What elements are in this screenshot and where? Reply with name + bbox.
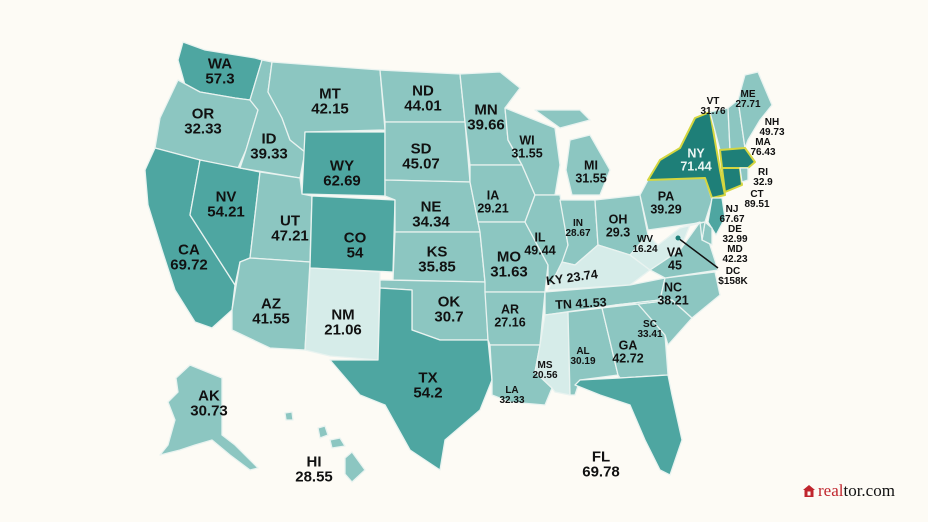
label-or: OR 32.33 <box>184 105 222 138</box>
label-ut: UT 47.21 <box>271 212 309 245</box>
state-ri[interactable] <box>739 167 749 183</box>
label-il: IL 49.44 <box>524 230 556 257</box>
label-ga: GA 42.72 <box>612 338 644 365</box>
state-hi[interactable] <box>284 411 366 483</box>
label-nh: NH 49.73 <box>759 116 785 138</box>
label-dc: DC $158K <box>718 265 748 287</box>
label-ak: AK 30.73 <box>190 387 228 420</box>
state-md[interactable] <box>679 221 706 241</box>
label-ms: MS 20.56 <box>532 359 558 381</box>
state-nm[interactable] <box>304 267 381 361</box>
state-fl[interactable] <box>574 374 683 476</box>
label-mi: MI 31.55 <box>575 158 607 185</box>
state-ct[interactable] <box>721 167 743 193</box>
dc-leader-line <box>677 237 719 269</box>
label-nc: NC 38.21 <box>657 280 689 307</box>
label-sd: SD 45.07 <box>402 140 440 173</box>
state-nc[interactable] <box>614 271 721 319</box>
label-va: VA 45 <box>666 245 684 272</box>
dc-marker[interactable] <box>675 235 681 241</box>
label-ct: CT 89.51 <box>744 188 770 210</box>
label-ok: OK 30.7 <box>434 293 464 326</box>
label-al: AL 30.19 <box>570 345 596 367</box>
state-me[interactable] <box>737 71 773 149</box>
label-wa: WA 57.3 <box>205 55 235 88</box>
label-sc: SC 33.41 <box>637 318 663 340</box>
label-nj: NJ 67.67 <box>719 203 745 225</box>
state-nj[interactable] <box>707 197 726 236</box>
label-co: CO 54 <box>343 229 367 262</box>
label-ia: IA 29.21 <box>477 188 509 215</box>
label-fl: FL 69.78 <box>582 448 620 481</box>
label-ne: NE 34.34 <box>412 198 450 231</box>
label-wi: WI 31.55 <box>511 133 543 160</box>
label-mn: MN 39.66 <box>467 101 505 134</box>
label-ks: KS 35.85 <box>418 243 456 276</box>
label-md: MD 42.23 <box>722 243 748 265</box>
label-tx: TX 54.2 <box>413 369 443 402</box>
label-nv: NV 54.21 <box>207 188 245 221</box>
state-ny[interactable] <box>647 111 726 199</box>
label-oh: OH 29.3 <box>605 212 631 239</box>
label-ri: RI 32.9 <box>753 166 773 188</box>
house-icon <box>803 485 815 497</box>
label-mt: MT 42.15 <box>311 85 349 118</box>
label-ar: AR 27.16 <box>494 302 526 329</box>
label-hi: HI 28.55 <box>295 453 333 486</box>
label-in: IN 28.67 <box>565 217 591 239</box>
label-la: LA 32.33 <box>499 384 525 406</box>
label-az: AZ 41.55 <box>252 295 290 328</box>
logo-text-rest: tor.com <box>843 481 895 500</box>
state-ak[interactable] <box>159 364 259 471</box>
state-ma[interactable] <box>719 147 756 169</box>
label-ma: MA 76.43 <box>750 136 776 158</box>
label-id: ID 39.33 <box>250 130 288 163</box>
label-mo: MO 31.63 <box>490 248 528 281</box>
state-mi[interactable] <box>534 109 611 196</box>
label-pa: PA 39.29 <box>650 189 682 216</box>
label-tn: TN 41.53 <box>554 295 608 312</box>
label-ny: NY 71.44 <box>680 146 712 173</box>
label-wy: WY 62.69 <box>323 157 361 190</box>
state-ky[interactable] <box>547 244 651 291</box>
realtor-logo: realtor.com <box>803 481 895 501</box>
label-nd: ND 44.01 <box>404 82 442 115</box>
label-de: DE 32.99 <box>722 223 748 245</box>
label-nm: NM 21.06 <box>324 306 362 339</box>
label-vt: VT 31.76 <box>700 95 726 117</box>
label-wv: WV 16.24 <box>632 233 658 255</box>
state-tx[interactable] <box>329 287 493 471</box>
logo-text-real: real <box>818 481 844 500</box>
label-me: ME 27.71 <box>735 88 761 110</box>
label-ca: CA 69.72 <box>170 241 208 274</box>
